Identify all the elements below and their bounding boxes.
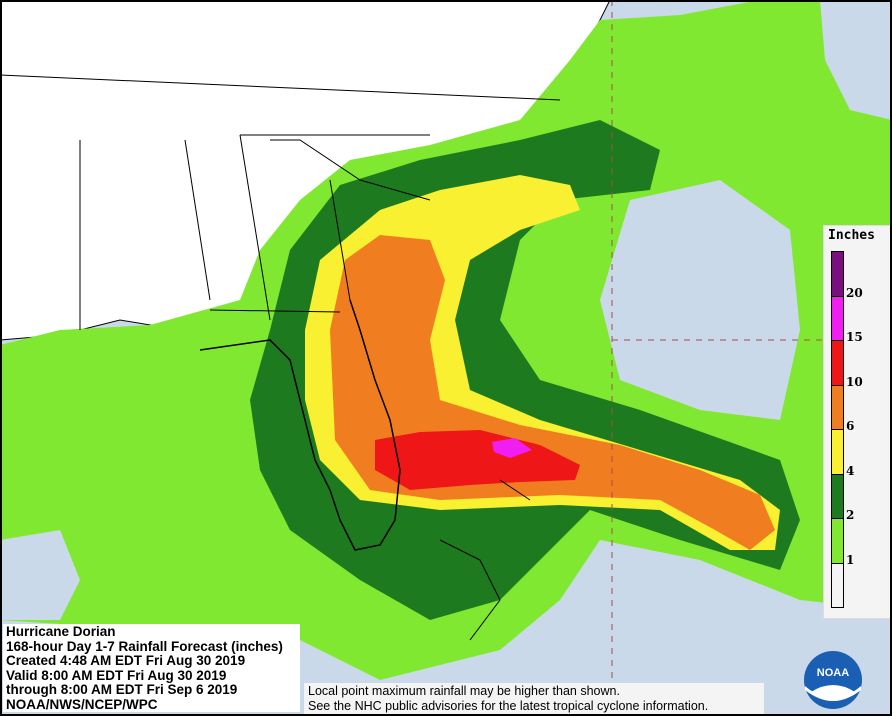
legend-swatch	[831, 295, 844, 341]
legend-tick-label: 10	[846, 374, 863, 389]
rain-15in	[492, 438, 532, 458]
legend-swatch	[831, 251, 844, 297]
legend-tick-label: 20	[846, 285, 863, 300]
valid-start: Valid 8:00 AM EDT Fri Aug 30 2019	[6, 667, 227, 683]
forecast-info-box: Hurricane Dorian 168-hour Day 1-7 Rainfa…	[3, 624, 300, 712]
noaa-logo: NOAA	[804, 651, 862, 709]
created-time: Created 4:48 AM EDT Fri Aug 30 2019	[6, 653, 246, 669]
ocean-patch-e	[600, 180, 800, 420]
bahamas-outline	[439, 479, 531, 641]
legend-swatch	[831, 340, 844, 386]
rain-10in	[375, 430, 580, 490]
legend-swatch	[831, 518, 844, 564]
legend-tick-label: 1	[846, 552, 855, 567]
disclaimer-line-1: Local point maximum rainfall may be high…	[308, 684, 620, 698]
valid-end: through 8:00 AM EDT Fri Sep 6 2019	[6, 682, 238, 698]
legend-swatch	[831, 429, 844, 475]
agency: NOAA/NWS/NCEP/WPC	[6, 696, 158, 712]
state-borders	[0, 74, 561, 330]
svg-text:NOAA: NOAA	[817, 667, 849, 679]
ocean-patch-gulf	[0, 530, 80, 620]
legend-swatch	[831, 473, 844, 519]
legend-swatch	[831, 562, 844, 608]
legend-tick-label: 6	[846, 419, 855, 433]
legend-title: Inches	[828, 228, 875, 243]
legend: Inches 20 15 10 6 4 2 1	[823, 225, 892, 619]
forecast-title: 168-hour Day 1-7 Rainfall Forecast (inch…	[6, 638, 283, 654]
legend-tick-label: 15	[846, 330, 863, 344]
ocean-patch-ne	[820, 0, 892, 120]
storm-name: Hurricane Dorian	[6, 624, 116, 639]
legend-tick-label: 4	[846, 463, 855, 478]
disclaimer-box: Local point maximum rainfall may be high…	[304, 683, 764, 714]
legend-swatch	[831, 384, 844, 430]
legend-tick-label: 2	[846, 508, 855, 522]
florida-outline	[199, 299, 401, 551]
disclaimer-line-2: See the NHC public advisories for the la…	[308, 698, 709, 713]
